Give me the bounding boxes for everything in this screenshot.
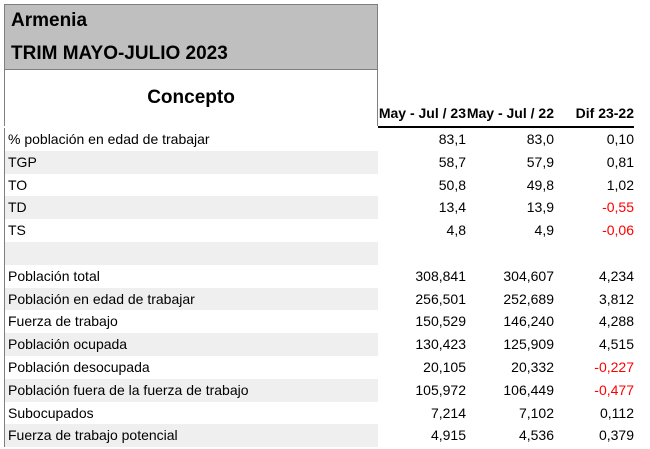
value-may-jul-23: 130,423 (415, 336, 466, 353)
row-label: Subocupados (8, 404, 94, 421)
value-may-jul-23: 50,8 (438, 176, 466, 193)
row-label: % población en edad de trabajar (8, 131, 210, 147)
table-row-values: 308,841 304,607 4,234 (378, 265, 634, 288)
concept-header: Concepto (147, 87, 235, 108)
table-row-values: 7,214 7,102 0,112 (378, 402, 634, 425)
value-dif-23-22: 0,112 (600, 404, 634, 421)
value-dif-23-22: 3,812 (598, 290, 634, 307)
table-row: Población desocupada (4, 355, 378, 379)
value-may-jul-22: 106,449 (503, 381, 554, 398)
value-may-jul-23: 105,972 (415, 381, 466, 398)
value-may-jul-23: 13,4 (438, 199, 466, 216)
value-may-jul-22: 4,9 (534, 222, 554, 239)
value-may-jul-22: 252,689 (503, 290, 554, 307)
row-label: TD (8, 199, 27, 216)
table-row: Población ocupada (4, 333, 378, 356)
value-may-jul-22: 20,332 (511, 358, 554, 375)
value-dif-23-22: -0,55 (602, 199, 634, 216)
table-row-values: 150,529 146,240 4,288 (378, 310, 634, 333)
value-dif-23-22: 0,10 (606, 131, 634, 147)
table-row: Población fuera de la fuerza de trabajo (4, 378, 378, 402)
table-row: TD (4, 196, 378, 220)
value-may-jul-22: 146,240 (503, 313, 554, 330)
title-block: Armenia TRIM MAYO-JULIO 2023 (4, 4, 378, 70)
row-label: Población en edad de trabajar (8, 290, 195, 307)
value-may-jul-22: 304,607 (503, 267, 554, 284)
concept-header-cell: Concepto (4, 70, 378, 126)
value-dif-23-22: 4,234 (598, 267, 634, 284)
table-row-values: 83,1 83,0 0,10 (378, 128, 634, 151)
value-may-jul-23: 150,529 (415, 313, 466, 330)
table-row-values: 58,7 57,9 0,81 (378, 151, 634, 174)
table-row-values: 20,105 20,332 -0,227 (378, 356, 634, 379)
value-dif-23-22: -0,477 (594, 381, 634, 398)
period-title: TRIM MAYO-JULIO 2023 (11, 43, 228, 64)
header-rule (378, 126, 634, 128)
value-may-jul-23: 20,105 (423, 358, 466, 375)
table-row-values: 50,8 49,8 1,02 (378, 174, 634, 197)
row-label: TS (8, 222, 26, 239)
value-dif-23-22: 0,379 (598, 427, 634, 444)
table-row: TGP (4, 150, 378, 174)
table-row-values: 130,423 125,909 4,515 (378, 333, 634, 356)
value-may-jul-22: 125,909 (503, 336, 554, 353)
row-label: Fuerza de trabajo (8, 313, 118, 330)
value-may-jul-22: 4,536 (518, 427, 554, 444)
value-may-jul-22: 57,9 (526, 153, 554, 170)
row-label: Población desocupada (8, 358, 150, 375)
column-header-dif-23-22: Dif 23-22 (575, 105, 634, 121)
table-row-values: 256,501 252,689 3,812 (378, 288, 634, 311)
column-header-may-jul-23: May - Jul / 23 (378, 105, 466, 121)
table-row-values: 13,4 13,9 -0,55 (378, 196, 634, 219)
value-dif-23-22: 4,288 (598, 313, 634, 330)
table-row-values (378, 242, 634, 265)
row-label: Fuerza de trabajo potencial (8, 427, 178, 444)
table-row (4, 241, 378, 265)
value-may-jul-23: 4,8 (446, 222, 466, 239)
row-label: TGP (8, 153, 37, 170)
value-may-jul-22: 49,8 (526, 176, 554, 193)
value-may-jul-22: 83,0 (526, 131, 554, 147)
value-dif-23-22: -0,06 (602, 222, 634, 239)
table-row: Subocupados (4, 401, 378, 425)
column-header-may-jul-22: May - Jul / 22 (466, 105, 554, 121)
table-row: TS (4, 219, 378, 242)
row-labels: % población en edad de trabajar TGP TO TD TS… (4, 128, 378, 448)
table-row: Población en edad de trabajar (4, 287, 378, 311)
value-may-jul-23: 256,501 (415, 290, 466, 307)
value-dif-23-22: 4,515 (598, 336, 634, 353)
table-row: Población total (4, 264, 378, 288)
value-may-jul-23: 7,214 (430, 404, 466, 421)
row-label: Población fuera de la fuerza de trabajo (8, 381, 249, 398)
table-row: TO (4, 173, 378, 197)
row-label: Población ocupada (8, 336, 128, 353)
table-row-values: 105,972 106,449 -0,477 (378, 379, 634, 402)
table-row-values: 4,8 4,9 -0,06 (378, 219, 634, 242)
table-row: Fuerza de trabajo potencial (4, 424, 378, 448)
value-may-jul-23: 4,915 (430, 427, 466, 444)
value-may-jul-23: 58,7 (438, 153, 466, 170)
table-row: % población en edad de trabajar (4, 128, 378, 151)
value-may-jul-23: 83,1 (438, 131, 466, 147)
row-label: Población total (8, 267, 100, 284)
row-values: 83,1 83,0 0,10 58,7 57,9 0,81 50,8 49,8 1,02 13,4… (378, 128, 634, 447)
region-title: Armenia (11, 10, 88, 31)
value-may-jul-22: 7,102 (518, 404, 554, 421)
value-may-jul-22: 13,9 (526, 199, 554, 216)
value-dif-23-22: 1,02 (606, 176, 634, 193)
table-row-values: 4,915 4,536 0,379 (378, 424, 634, 447)
value-may-jul-23: 308,841 (415, 267, 466, 284)
value-dif-23-22: -0,227 (594, 358, 634, 375)
table-row: Fuerza de trabajo (4, 310, 378, 334)
value-dif-23-22: 0,81 (606, 153, 634, 170)
row-label: TO (8, 176, 28, 193)
